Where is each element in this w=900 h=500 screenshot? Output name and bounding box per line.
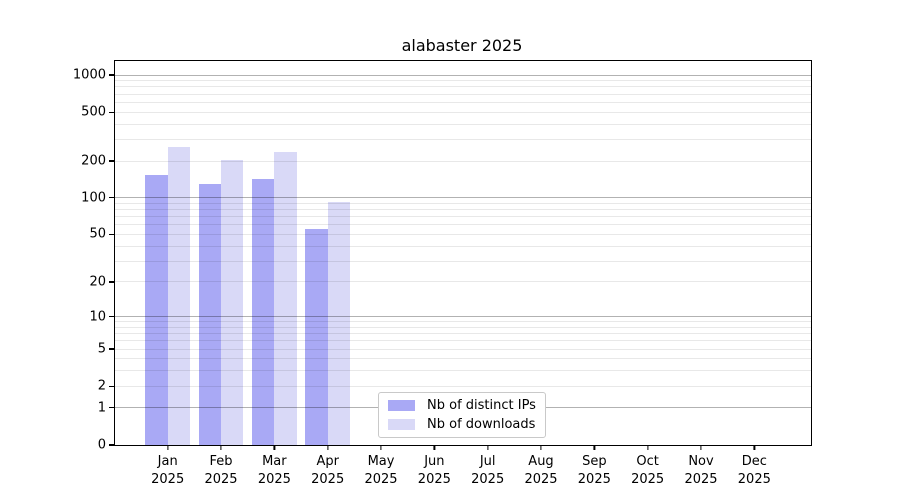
gridline-minor bbox=[115, 80, 811, 82]
legend-swatch-distinct-ips bbox=[388, 400, 415, 411]
y-tick-label: 5 bbox=[97, 341, 106, 357]
x-tick-label: Oct 2025 bbox=[631, 454, 665, 488]
x-tick-label: Aug 2025 bbox=[524, 454, 558, 488]
x-tick-mark bbox=[753, 445, 755, 450]
x-tick-mark bbox=[647, 445, 649, 450]
x-tick-label: Jun 2025 bbox=[417, 454, 451, 488]
y-tick-label: 100 bbox=[81, 190, 106, 206]
legend-swatch-downloads bbox=[388, 419, 415, 430]
x-tick-mark bbox=[487, 445, 489, 450]
x-tick-label: Mar 2025 bbox=[257, 454, 291, 488]
y-tick-label: 20 bbox=[89, 274, 106, 290]
bar-distinct-ips-jan bbox=[145, 174, 168, 445]
bar-downloads-jan bbox=[167, 147, 190, 445]
bar-downloads-feb bbox=[221, 159, 244, 445]
legend-label-downloads: Nb of downloads bbox=[427, 417, 536, 432]
bar-downloads-mar bbox=[274, 152, 297, 445]
chart-title: alabaster 2025 bbox=[401, 36, 523, 55]
gridline-minor bbox=[115, 123, 811, 125]
legend: Nb of distinct IPs Nb of downloads bbox=[378, 392, 546, 438]
x-tick-mark bbox=[700, 445, 702, 450]
legend-entry-distinct-ips: Nb of distinct IPs bbox=[388, 398, 536, 413]
y-tick-label: 1 bbox=[97, 400, 106, 416]
gridline-minor bbox=[115, 111, 811, 113]
bar-distinct-ips-feb bbox=[198, 183, 222, 445]
gridline-major bbox=[115, 74, 811, 76]
x-tick-mark bbox=[593, 445, 595, 450]
gridline-minor bbox=[115, 160, 811, 162]
legend-label-distinct-ips: Nb of distinct IPs bbox=[427, 398, 536, 413]
y-tick-mark bbox=[109, 111, 114, 113]
y-tick-mark bbox=[109, 160, 114, 162]
x-tick-mark bbox=[220, 445, 222, 450]
bar-downloads-apr bbox=[327, 201, 350, 445]
gridline-minor bbox=[115, 138, 811, 140]
x-tick-label: Jan 2025 bbox=[151, 454, 185, 488]
y-tick-label: 2 bbox=[97, 378, 106, 394]
x-tick-mark bbox=[433, 445, 435, 450]
gridline-minor bbox=[115, 101, 811, 103]
bar-distinct-ips-apr bbox=[305, 229, 328, 445]
x-tick-mark bbox=[327, 445, 329, 450]
x-tick-mark bbox=[167, 445, 169, 450]
x-tick-label: Nov 2025 bbox=[684, 454, 718, 488]
x-tick-label: Feb 2025 bbox=[204, 454, 238, 488]
y-tick-mark bbox=[109, 74, 114, 76]
y-tick-label: 50 bbox=[89, 226, 106, 242]
y-tick-mark bbox=[109, 281, 114, 283]
y-tick-mark bbox=[109, 444, 114, 446]
y-tick-mark bbox=[109, 407, 114, 409]
y-tick-mark bbox=[109, 233, 114, 236]
y-tick-label: 200 bbox=[81, 153, 106, 169]
legend-entry-downloads: Nb of downloads bbox=[388, 417, 536, 432]
y-tick-label: 10 bbox=[89, 309, 106, 325]
x-tick-mark bbox=[540, 445, 542, 450]
y-tick-label: 1000 bbox=[72, 67, 106, 83]
y-tick-mark bbox=[109, 315, 114, 318]
gridline-minor bbox=[115, 93, 811, 95]
y-tick-mark bbox=[109, 385, 114, 387]
gridline-minor bbox=[115, 86, 811, 88]
x-tick-label: May 2025 bbox=[364, 454, 398, 488]
x-tick-mark bbox=[273, 445, 275, 450]
y-tick-label: 500 bbox=[81, 104, 106, 120]
bar-distinct-ips-mar bbox=[252, 178, 275, 445]
x-tick-mark bbox=[380, 445, 382, 450]
x-tick-label: Dec 2025 bbox=[737, 454, 771, 488]
y-tick-mark bbox=[109, 197, 114, 199]
y-tick-mark bbox=[109, 348, 114, 350]
x-tick-label: Apr 2025 bbox=[311, 454, 345, 488]
x-tick-label: Sep 2025 bbox=[577, 454, 611, 488]
y-tick-label: 0 bbox=[97, 437, 106, 453]
x-tick-label: Jul 2025 bbox=[471, 454, 505, 488]
plot-area: Nb of distinct IPs Nb of downloads 0 1 2 5 10… bbox=[73, 60, 812, 487]
